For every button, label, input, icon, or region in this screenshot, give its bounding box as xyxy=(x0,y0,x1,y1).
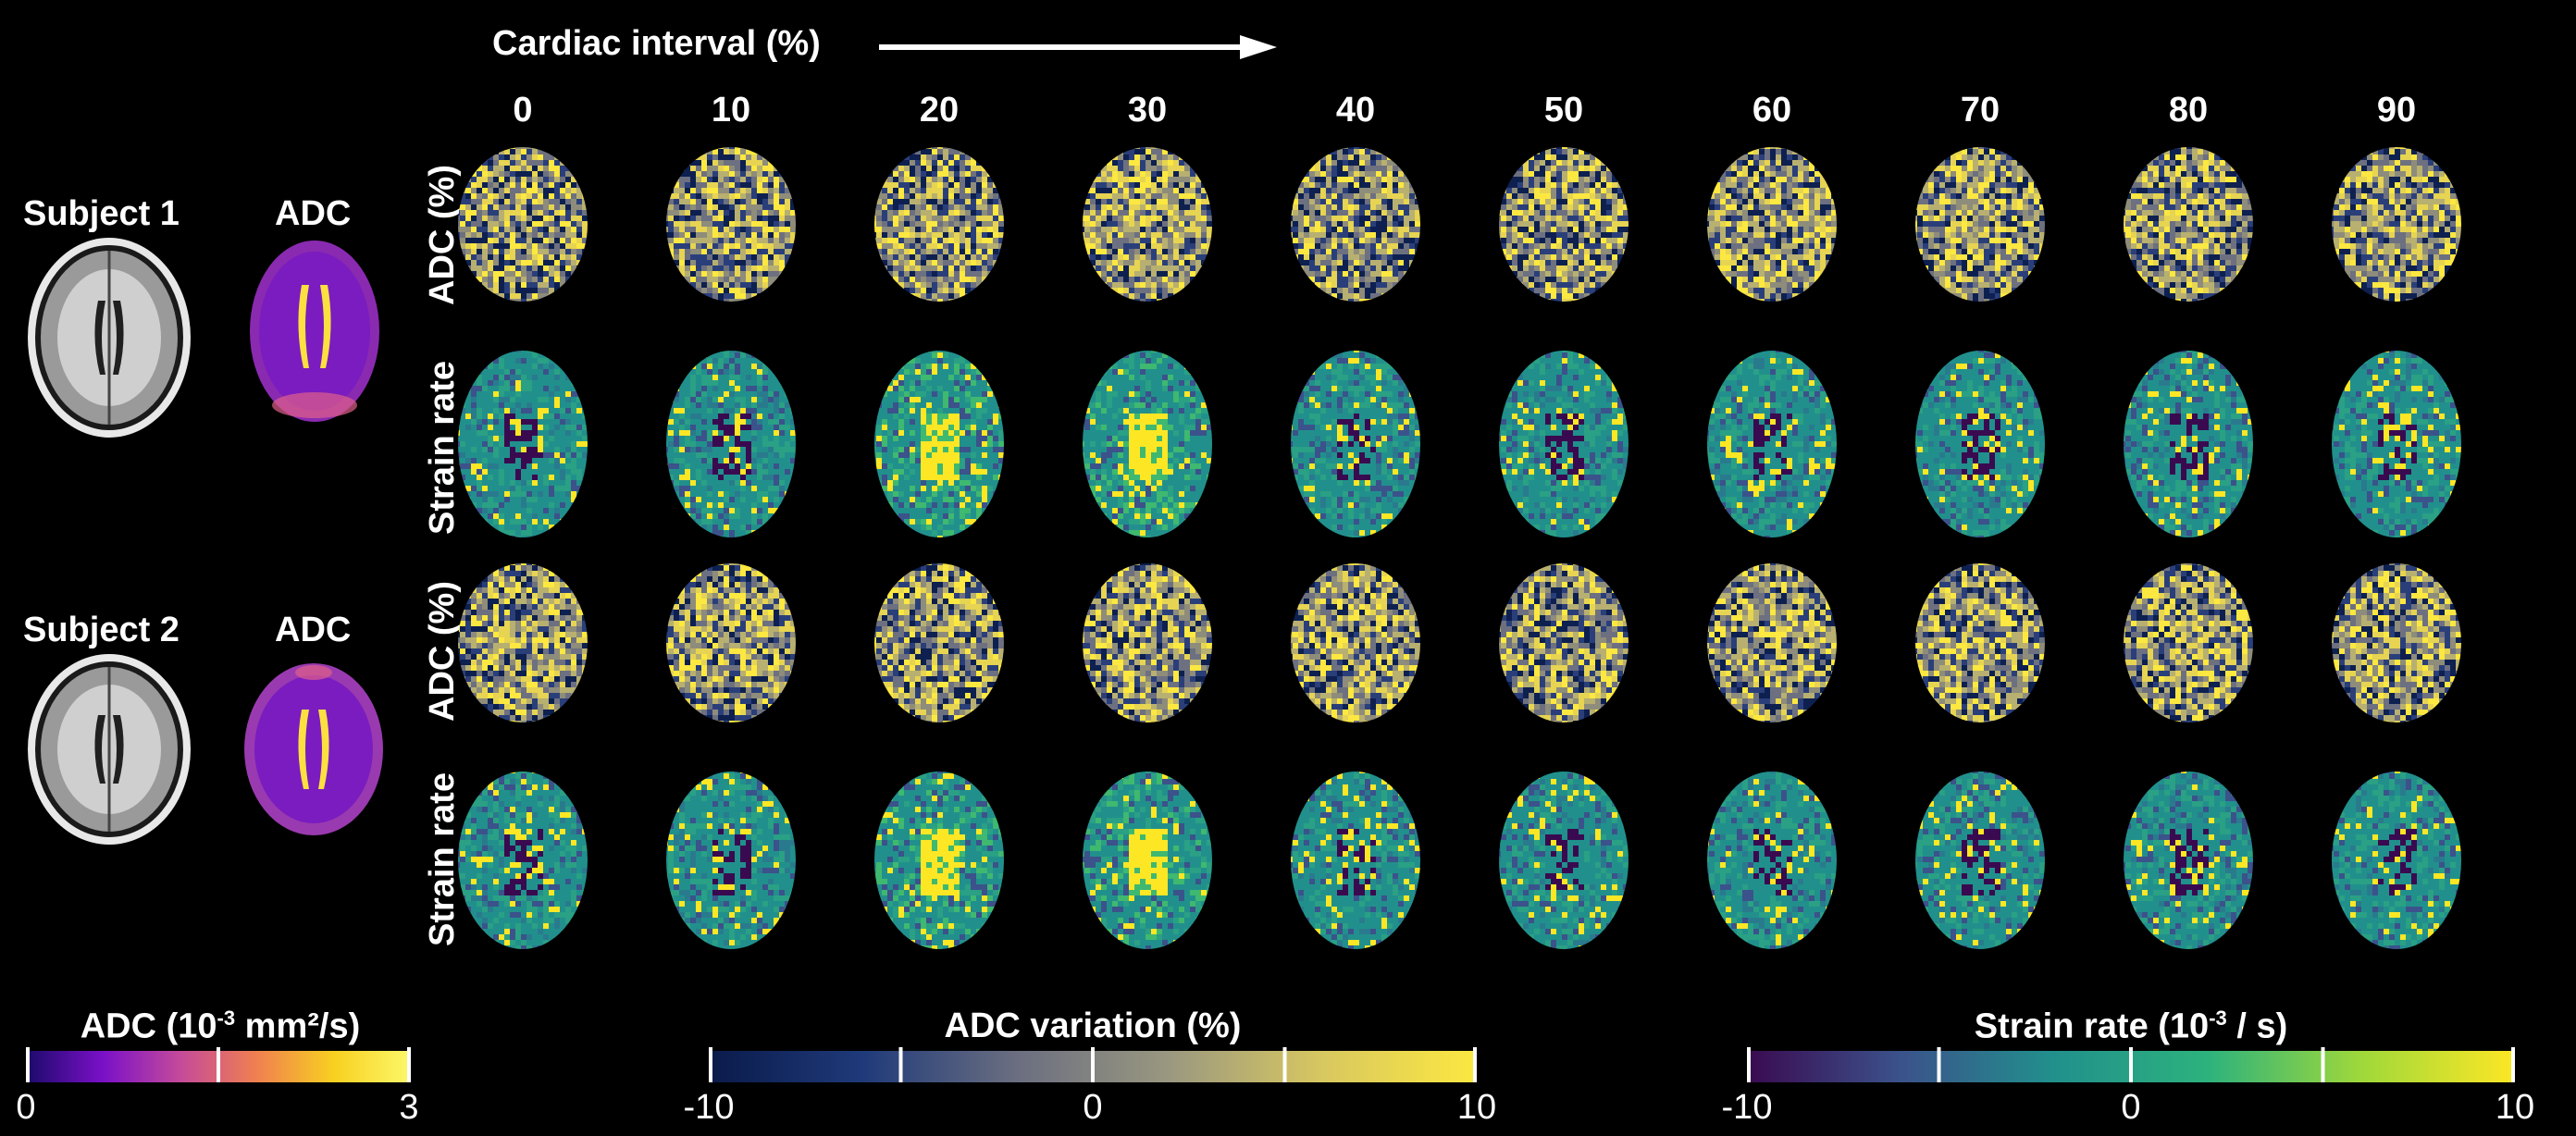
map-s2-adc-10 xyxy=(666,563,796,722)
map-s1-adc-30 xyxy=(1083,147,1212,302)
subject-2-adc-map xyxy=(244,663,383,835)
map-s1-adc-80 xyxy=(2124,147,2253,302)
map-s1-adc-70 xyxy=(1915,147,2045,302)
subject-2-label: Subject 2 xyxy=(23,612,180,648)
colorbar-adcvar-title: ADC variation (%) xyxy=(709,1008,1477,1043)
map-s1-strain-40 xyxy=(1291,351,1420,537)
subject-1-label: Subject 1 xyxy=(23,196,180,231)
column-label-80: 80 xyxy=(2133,93,2244,128)
map-s2-adc-90 xyxy=(2332,563,2461,722)
map-s1-strain-20 xyxy=(874,351,1004,537)
subject-1-adc-map xyxy=(250,241,379,422)
map-s1-adc-50 xyxy=(1499,147,1629,302)
colorbar-adcvar-min: -10 xyxy=(653,1090,764,1125)
map-s1-adc-20 xyxy=(874,147,1004,302)
colorbar-strain-max: 10 xyxy=(2459,1090,2570,1125)
map-s2-strain-0 xyxy=(458,772,588,949)
colorbar-adcvar-max: 10 xyxy=(1421,1090,1532,1125)
column-label-50: 50 xyxy=(1508,93,1619,128)
map-s2-adc-60 xyxy=(1707,563,1837,722)
colorbar-strain-title: Strain rate (10-3 / s) xyxy=(1747,1008,2515,1044)
map-s1-strain-10 xyxy=(666,351,796,537)
map-s1-strain-0 xyxy=(458,351,588,537)
map-s1-strain-80 xyxy=(2124,351,2253,537)
map-s1-strain-70 xyxy=(1915,351,2045,537)
map-s1-strain-90 xyxy=(2332,351,2461,537)
header-title: Cardiac interval (%) xyxy=(492,26,821,61)
column-label-10: 10 xyxy=(675,93,786,128)
map-s2-strain-80 xyxy=(2124,772,2253,949)
map-s1-adc-40 xyxy=(1291,147,1420,302)
colorbar-adc-min: 0 xyxy=(0,1090,81,1125)
column-label-0: 0 xyxy=(467,93,578,128)
column-label-40: 40 xyxy=(1300,93,1411,128)
subject-2-adc-label: ADC xyxy=(275,612,351,648)
colorbar-adc xyxy=(26,1047,411,1082)
map-s2-adc-30 xyxy=(1083,563,1212,722)
map-s2-strain-10 xyxy=(666,772,796,949)
map-s2-adc-20 xyxy=(874,563,1004,722)
map-s1-adc-10 xyxy=(666,147,796,302)
subject-1-t1-image xyxy=(28,238,191,438)
arrow-right-icon xyxy=(879,35,1277,59)
colorbar-adcvar-mid: 0 xyxy=(1037,1090,1148,1125)
subject-1-adc-label: ADC xyxy=(275,196,351,231)
column-label-90: 90 xyxy=(2341,93,2452,128)
map-s2-adc-0 xyxy=(458,563,588,722)
map-s1-strain-50 xyxy=(1499,351,1629,537)
column-label-30: 30 xyxy=(1092,93,1203,128)
map-s2-strain-90 xyxy=(2332,772,2461,949)
map-s2-strain-50 xyxy=(1499,772,1629,949)
map-s2-strain-40 xyxy=(1291,772,1420,949)
colorbar-strain-rate xyxy=(1747,1047,2515,1082)
colorbar-strain-mid: 0 xyxy=(2075,1090,2186,1125)
column-label-60: 60 xyxy=(1716,93,1827,128)
map-s1-strain-60 xyxy=(1707,351,1837,537)
map-s2-strain-60 xyxy=(1707,772,1837,949)
map-s1-adc-0 xyxy=(458,147,588,302)
column-label-20: 20 xyxy=(884,93,995,128)
map-s2-strain-70 xyxy=(1915,772,2045,949)
map-s1-adc-90 xyxy=(2332,147,2461,302)
map-s1-strain-30 xyxy=(1083,351,1212,537)
map-s2-adc-40 xyxy=(1291,563,1420,722)
map-s2-strain-20 xyxy=(874,772,1004,949)
column-label-70: 70 xyxy=(1925,93,2036,128)
map-s2-strain-30 xyxy=(1083,772,1212,949)
map-s2-adc-50 xyxy=(1499,563,1629,722)
colorbar-adc-variation xyxy=(709,1047,1477,1082)
colorbar-adc-max: 3 xyxy=(353,1090,464,1125)
map-s1-adc-60 xyxy=(1707,147,1837,302)
colorbar-adc-title: ADC (10-3 mm²/s) xyxy=(26,1008,415,1044)
subject-2-t1-image xyxy=(28,654,191,845)
colorbar-strain-min: -10 xyxy=(1691,1090,1802,1125)
map-s2-adc-80 xyxy=(2124,563,2253,722)
map-s2-adc-70 xyxy=(1915,563,2045,722)
